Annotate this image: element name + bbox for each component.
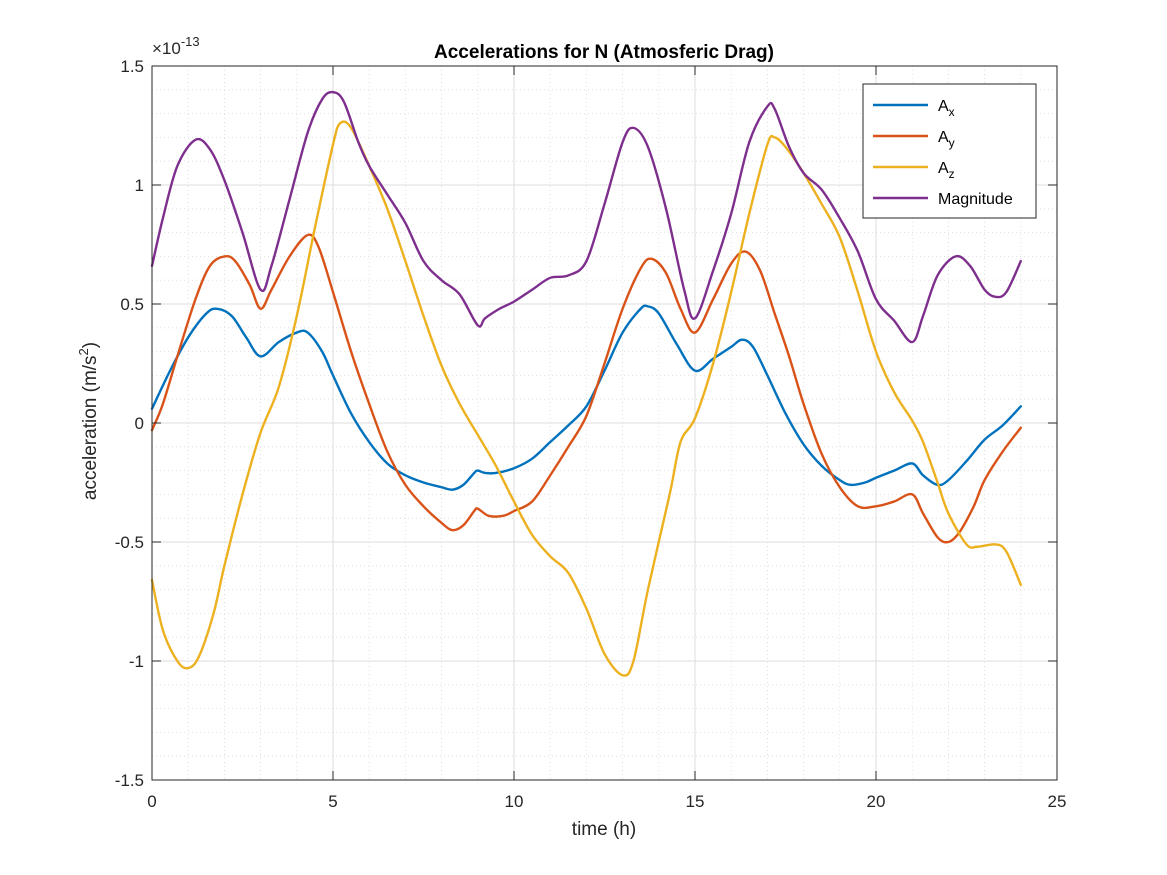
y-axis-label-superscript: 2 xyxy=(76,348,91,355)
x-tick-label: 10 xyxy=(505,792,524,811)
legend-label: Ax xyxy=(938,98,955,119)
legend-label-main: A xyxy=(938,160,949,177)
x-tick-label: 15 xyxy=(686,792,705,811)
y-axis-exponent-base: ×10 xyxy=(152,39,181,58)
x-tick-labels: 0 5 10 15 20 25 xyxy=(147,792,1066,811)
x-tick-label: 20 xyxy=(867,792,886,811)
x-tick-label: 5 xyxy=(328,792,337,811)
y-tick-label: 1.5 xyxy=(120,57,144,76)
series-layer xyxy=(150,90,1022,677)
x-tick-label: 0 xyxy=(147,792,156,811)
y-axis-exponent-power: -13 xyxy=(181,34,200,49)
y-tick-label: -1 xyxy=(129,652,144,671)
legend-label-subscript: y xyxy=(949,136,955,150)
series-line-ay xyxy=(150,233,1022,544)
legend-box xyxy=(862,83,1037,219)
y-tick-label: -1.5 xyxy=(115,771,144,790)
x-tick-label: 25 xyxy=(1048,792,1067,811)
y-axis-label-tail: ) xyxy=(80,342,101,348)
legend-item-az: Az xyxy=(873,160,955,181)
legend-item-ay: Ay xyxy=(873,129,955,150)
legend-item-ax: Ax xyxy=(873,98,955,119)
y-tick-label: -0.5 xyxy=(115,533,144,552)
legend-label: Az xyxy=(938,160,955,181)
y-tick-label: 0 xyxy=(135,414,144,433)
x-axis-label: time (h) xyxy=(572,819,636,840)
legend-label: Ay xyxy=(938,129,955,150)
y-tick-labels: -1.5 -1 -0.5 0 0.5 1 1.5 xyxy=(115,57,144,790)
series-line-magnitude xyxy=(150,90,1022,344)
y-axis-exponent: ×10-13 xyxy=(152,34,200,58)
legend-label: Magnitude xyxy=(938,191,1013,208)
series-line-ax xyxy=(150,304,1022,491)
legend-item-magnitude: Magnitude xyxy=(873,191,1013,208)
legend-label-main: A xyxy=(938,98,949,115)
y-tick-label: 0.5 xyxy=(120,295,144,314)
axis-ticks xyxy=(151,65,1058,781)
legend-label-main: Magnitude xyxy=(938,191,1013,208)
y-axis-label: acceleration (m/s2) xyxy=(76,342,101,500)
legend-label-main: A xyxy=(938,129,949,146)
legend-label-subscript: x xyxy=(949,105,955,119)
chart-title: Accelerations for N (Atmosferic Drag) xyxy=(434,42,774,63)
y-axis-label-main: acceleration (m/s xyxy=(80,355,101,500)
legend-label-subscript: z xyxy=(949,167,955,181)
series-line-az xyxy=(150,120,1022,677)
y-tick-label: 1 xyxy=(135,176,144,195)
